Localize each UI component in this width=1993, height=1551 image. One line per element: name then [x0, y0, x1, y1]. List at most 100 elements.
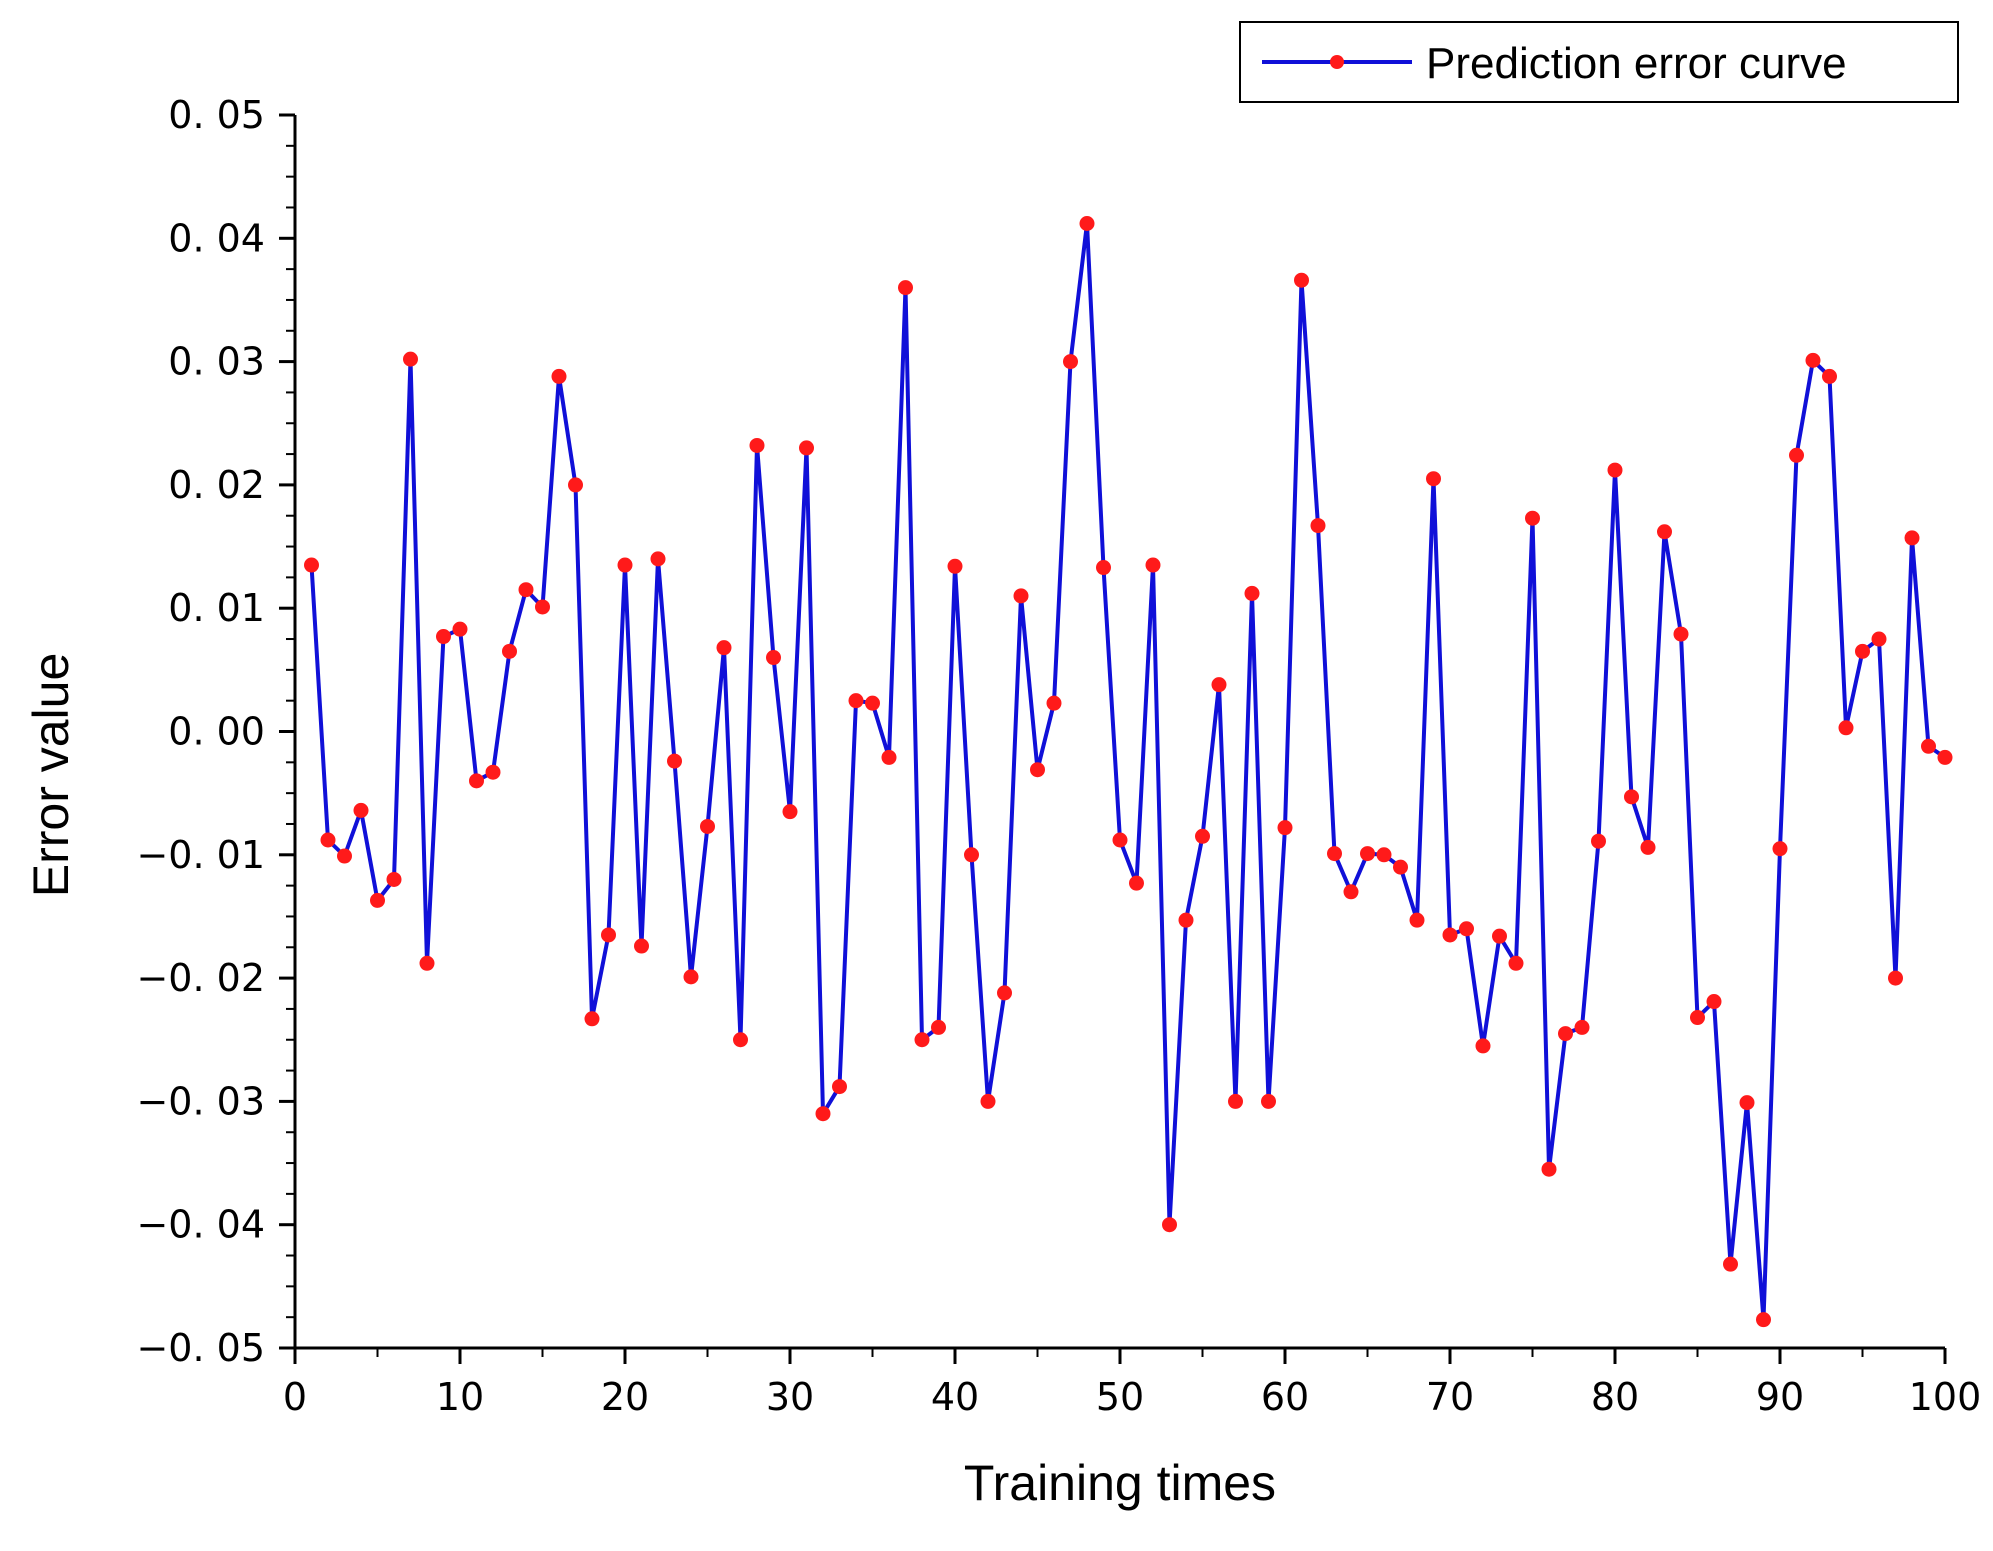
data-point [881, 749, 897, 765]
data-point [1789, 447, 1804, 463]
data-point [1739, 1095, 1755, 1111]
data-point [1261, 1093, 1276, 1109]
y-tick-label: 0. 02 [168, 463, 265, 507]
data-point [1673, 626, 1689, 642]
data-point [1129, 875, 1144, 891]
data-point [1310, 518, 1326, 534]
data-point [799, 440, 814, 456]
data-point [1096, 560, 1111, 576]
x-tick-label: 100 [1909, 1375, 1982, 1419]
data-point [1937, 749, 1953, 765]
data-point [997, 985, 1012, 1001]
data-point [1871, 631, 1887, 647]
y-tick-labels: 0. 05 0. 04 0. 03 0. 02 0. 01 0. 00 −0. 01 −0. … [136, 93, 265, 1370]
series-layer [304, 216, 1953, 1328]
x-axis-title: Training times [964, 1455, 1276, 1511]
data-point [337, 848, 352, 864]
data-point [1558, 1026, 1573, 1042]
data-point [1591, 833, 1606, 849]
data-point [733, 1032, 748, 1048]
y-tick-label: 0. 05 [168, 93, 265, 137]
y-tick-label: −0. 05 [136, 1326, 265, 1370]
data-point [700, 818, 715, 834]
data-point [469, 773, 484, 789]
data-point [815, 1106, 831, 1122]
data-point [320, 832, 336, 848]
data-point [1574, 1019, 1590, 1035]
x-tick-label: 20 [601, 1375, 649, 1419]
data-point [1723, 1256, 1738, 1272]
data-point [1376, 847, 1392, 863]
data-point [634, 938, 649, 954]
y-tick-label: −0. 04 [136, 1203, 265, 1247]
data-point [914, 1032, 930, 1048]
data-point [1393, 859, 1408, 875]
data-point [617, 557, 633, 573]
axes [279, 113, 1947, 1364]
y-axis-title: Error value [23, 653, 79, 898]
y-tick-label: 0. 00 [168, 710, 265, 754]
data-point [1228, 1093, 1243, 1109]
x-tick-label: 90 [1756, 1375, 1804, 1419]
y-tick-label: 0. 01 [168, 586, 265, 630]
data-point [1921, 738, 1936, 754]
data-point [386, 871, 402, 887]
data-point [601, 927, 616, 943]
x-tick-label: 40 [931, 1375, 979, 1419]
data-point [749, 437, 765, 453]
data-point [485, 764, 501, 780]
data-point [1904, 530, 1920, 546]
data-point [1178, 912, 1194, 928]
data-point [848, 693, 864, 709]
data-point [1838, 720, 1854, 736]
y-tick-label: −0. 01 [136, 833, 265, 877]
data-point [1360, 846, 1375, 862]
data-point [964, 847, 979, 863]
data-point [1244, 585, 1260, 601]
data-point [1805, 352, 1821, 368]
data-point [683, 969, 699, 985]
data-point [1492, 928, 1507, 944]
data-point [1294, 272, 1309, 288]
data-point [1541, 1161, 1557, 1177]
data-point [535, 599, 550, 615]
data-point [1112, 832, 1128, 848]
data-point [1459, 921, 1474, 937]
data-point [1426, 471, 1441, 487]
data-point [832, 1079, 847, 1095]
x-tick-label: 10 [436, 1375, 484, 1419]
x-tick-label: 30 [766, 1375, 814, 1419]
data-point [1079, 216, 1095, 232]
data-point [568, 477, 583, 493]
data-point [931, 1019, 946, 1035]
data-point [1888, 970, 1903, 986]
data-point [436, 629, 451, 645]
data-point [865, 695, 880, 711]
data-point [452, 621, 468, 637]
x-tick-label: 0 [283, 1375, 307, 1419]
x-tick-label: 70 [1426, 1375, 1474, 1419]
data-point [1690, 1010, 1705, 1026]
data-point [419, 955, 435, 971]
legend-marker-sample [1330, 55, 1344, 69]
data-point [584, 1011, 600, 1027]
data-point [518, 582, 534, 598]
y-tick-label: 0. 03 [168, 340, 265, 384]
x-tick-labels: 0 10 20 30 40 50 60 70 80 90 100 [283, 1375, 1981, 1419]
y-tick-label: −0. 02 [136, 956, 265, 1000]
data-point [1475, 1038, 1491, 1054]
data-point [551, 368, 567, 384]
data-point [1706, 994, 1722, 1010]
data-point [1624, 789, 1639, 805]
data-point [898, 280, 913, 296]
data-point [353, 802, 369, 818]
data-point [947, 558, 963, 574]
data-point [1508, 955, 1524, 971]
y-tick-label: 0. 04 [168, 216, 265, 260]
data-point [1063, 354, 1078, 370]
x-tick-label: 60 [1261, 1375, 1309, 1419]
data-point [1525, 510, 1540, 526]
data-point [403, 351, 418, 367]
data-point [1657, 524, 1672, 540]
